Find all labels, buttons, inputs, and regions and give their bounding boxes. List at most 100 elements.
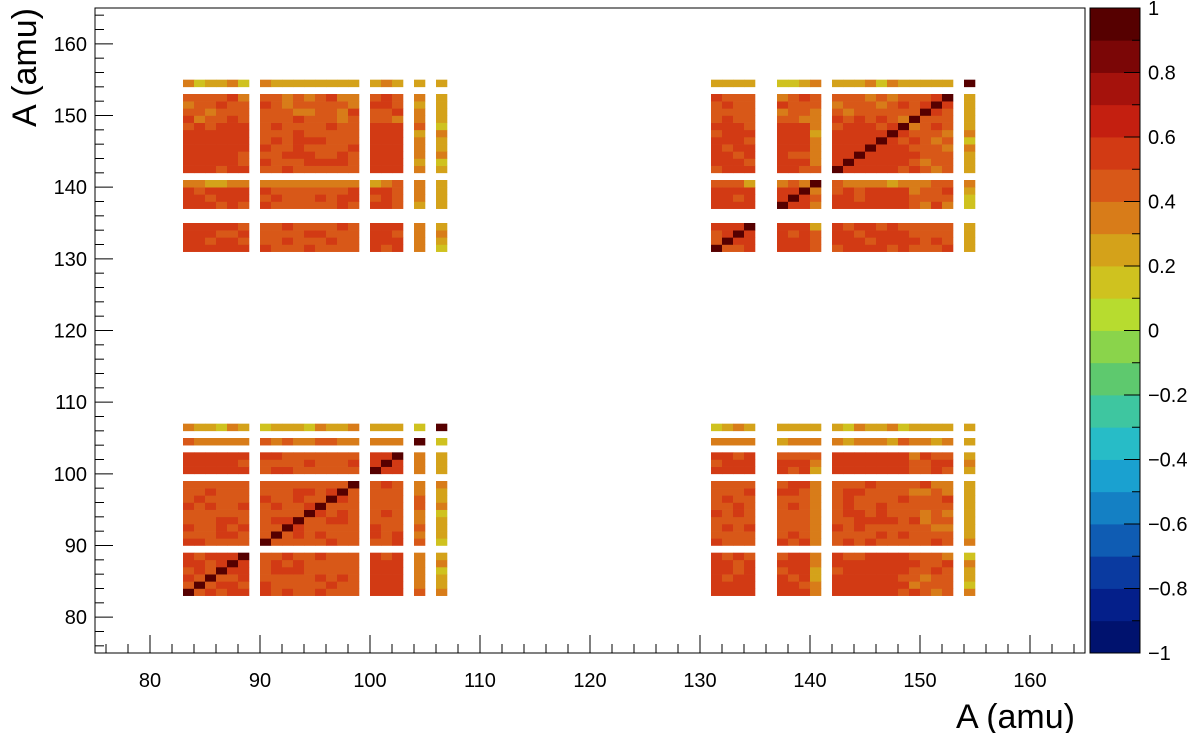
heatmap-cell: [865, 108, 877, 116]
heatmap-cell: [392, 115, 404, 123]
heatmap-cell: [238, 488, 250, 496]
heatmap-cell: [942, 137, 954, 145]
heatmap-cell: [876, 423, 888, 432]
heatmap-cell: [788, 459, 800, 467]
heatmap-cell: [810, 452, 822, 460]
heatmap-cell: [216, 438, 228, 446]
heatmap-cell: [227, 94, 239, 102]
heatmap-cell: [337, 144, 349, 152]
heatmap-cell: [194, 165, 206, 174]
heatmap-cell: [238, 559, 250, 568]
heatmap-cell: [205, 538, 217, 546]
heatmap-cell: [304, 531, 316, 539]
heatmap-cell: [315, 552, 327, 561]
heatmap-cell: [942, 438, 954, 446]
heatmap-cell: [282, 567, 294, 575]
heatmap-cell: [315, 201, 327, 209]
heatmap-cell: [348, 481, 360, 489]
heatmap-cell: [722, 488, 734, 496]
heatmap-cell: [304, 502, 316, 510]
heatmap-cell: [876, 552, 888, 561]
heatmap-cell: [898, 165, 910, 174]
heatmap-cell: [348, 180, 360, 188]
heatmap-cell: [348, 201, 360, 209]
heatmap-cell: [194, 187, 206, 195]
heatmap-cell: [887, 531, 899, 539]
heatmap-cell: [326, 201, 338, 209]
heatmap-cell: [326, 588, 338, 596]
heatmap-cell: [414, 559, 426, 568]
heatmap-cell: [744, 158, 756, 166]
heatmap-cell: [810, 79, 822, 88]
heatmap-cell: [832, 466, 844, 475]
heatmap-cell: [227, 201, 239, 209]
heatmap-cell: [227, 244, 239, 252]
heatmap-cell: [942, 538, 954, 546]
heatmap-cell: [194, 101, 206, 109]
heatmap-cell: [414, 574, 426, 582]
heatmap-cell: [326, 194, 338, 202]
heatmap-cell: [194, 151, 206, 159]
colorbar-segment: [1090, 169, 1140, 202]
colorbar-segment: [1090, 104, 1140, 138]
heatmap-cell: [964, 115, 976, 123]
heatmap-cell: [744, 502, 756, 510]
heatmap-cell: [733, 158, 745, 166]
heatmap-cell: [293, 459, 305, 467]
heatmap-cell: [898, 516, 910, 525]
heatmap-cell: [282, 151, 294, 159]
heatmap-cell: [414, 129, 426, 138]
heatmap-cell: [293, 187, 305, 195]
heatmap-cell: [865, 588, 877, 596]
heatmap-cell: [436, 129, 448, 138]
heatmap-cell: [832, 79, 844, 88]
heatmap-cell: [799, 165, 811, 174]
heatmap-cell: [942, 223, 954, 231]
heatmap-cell: [260, 194, 272, 202]
colorbar-tick-label: −0.2: [1148, 385, 1187, 407]
heatmap-cell: [216, 194, 228, 202]
heatmap-cell: [348, 452, 360, 460]
heatmap-cell: [392, 144, 404, 152]
heatmap-cell: [777, 588, 789, 596]
heatmap-cell: [326, 438, 338, 446]
heatmap-cell: [194, 194, 206, 202]
heatmap-cell: [238, 495, 250, 503]
heatmap-cell: [436, 567, 448, 575]
heatmap-cell: [260, 459, 272, 467]
heatmap-cell: [898, 187, 910, 195]
heatmap-cell: [227, 495, 239, 503]
heatmap-cell: [293, 201, 305, 209]
heatmap-cell: [381, 201, 393, 209]
heatmap-cell: [293, 101, 305, 109]
heatmap-cell: [865, 452, 877, 460]
heatmap-cell: [205, 187, 217, 195]
heatmap-cell: [348, 531, 360, 539]
heatmap-cell: [832, 524, 844, 532]
heatmap-cell: [788, 223, 800, 231]
heatmap-cell: [326, 187, 338, 195]
heatmap-cell: [711, 79, 723, 88]
heatmap-cell: [348, 79, 360, 88]
heatmap-cell: [282, 516, 294, 525]
heatmap-cell: [370, 524, 382, 532]
heatmap-cell: [260, 538, 272, 546]
heatmap-cell: [799, 101, 811, 109]
heatmap-cell: [436, 459, 448, 467]
heatmap-cell: [271, 94, 283, 102]
heatmap-cell: [777, 438, 789, 446]
heatmap-cell: [865, 129, 877, 138]
heatmap-cell: [722, 223, 734, 231]
heatmap-cell: [711, 237, 723, 245]
heatmap-cell: [337, 502, 349, 510]
heatmap-cell: [392, 466, 404, 475]
heatmap-cell: [964, 559, 976, 568]
heatmap-cell: [788, 144, 800, 152]
heatmap-cell: [931, 459, 943, 467]
heatmap-cell: [183, 129, 195, 138]
heatmap-cell: [370, 187, 382, 195]
heatmap-cell: [722, 244, 734, 252]
heatmap-cell: [898, 94, 910, 102]
heatmap-cell: [711, 438, 723, 446]
heatmap-cell: [876, 559, 888, 568]
